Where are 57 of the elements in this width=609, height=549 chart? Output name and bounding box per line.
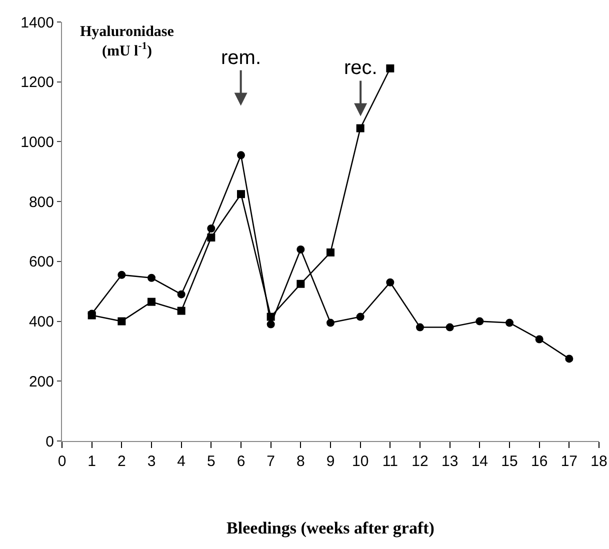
x-tick-label: 16 (530, 453, 548, 470)
point (296, 280, 305, 288)
point (177, 306, 186, 315)
point (148, 298, 156, 306)
point (356, 312, 364, 321)
x-tick-label: 3 (147, 453, 156, 470)
x-tick-label: 12 (412, 453, 428, 470)
y-tick-label: 800 (28, 194, 54, 211)
point (535, 335, 544, 344)
point (237, 151, 245, 160)
x-tick-label: 5 (207, 453, 216, 470)
x-axis-title: Bleedings (weeks after graft) (226, 518, 434, 538)
x-tick-label: 14 (471, 453, 488, 470)
point (237, 190, 245, 198)
point (386, 64, 394, 72)
point (148, 274, 156, 282)
y-tick-label: 400 (28, 314, 54, 331)
point (118, 317, 126, 326)
x-tick-label: 6 (236, 453, 246, 470)
y-tick-label: 600 (28, 254, 54, 271)
x-tick-label: 10 (352, 453, 369, 470)
point (266, 320, 275, 328)
x-tick-label: 17 (560, 453, 578, 470)
x-tick-label: 7 (266, 453, 275, 470)
x-tick-label: 4 (177, 453, 186, 470)
point (266, 312, 275, 321)
point (118, 270, 126, 279)
point (356, 124, 364, 132)
point (326, 248, 334, 256)
point (506, 318, 514, 327)
point (207, 224, 216, 233)
annotation: rec. (344, 57, 378, 79)
x-tick-label: 0 (58, 453, 66, 470)
x-tick-label: 18 (590, 453, 608, 470)
point (296, 245, 305, 254)
x-tick-label: 8 (296, 453, 305, 470)
y-tick-label: 1200 (20, 74, 54, 92)
y-tick-label: 0 (46, 433, 54, 450)
x-tick-label: 2 (118, 453, 126, 470)
x-tick-label: 1 (88, 453, 96, 470)
y-tick-label: 200 (28, 373, 54, 390)
point (386, 278, 394, 286)
point (416, 323, 424, 332)
point (177, 290, 186, 298)
point (446, 323, 454, 332)
point (207, 233, 216, 242)
x-tick-label: 11 (382, 453, 398, 470)
x-tick-label: 9 (326, 453, 335, 470)
point (326, 318, 334, 327)
y-tick-label: 1400 (20, 14, 54, 32)
x-tick-label: 15 (501, 453, 518, 470)
y-tick-label: 1000 (20, 134, 54, 151)
point (476, 317, 484, 326)
x-tick-label: 13 (441, 453, 458, 470)
point (565, 354, 574, 363)
annotation: rem. (221, 47, 261, 69)
y-axis-title: Hyaluronidase (mU l$^{-1}$) (80, 24, 174, 60)
